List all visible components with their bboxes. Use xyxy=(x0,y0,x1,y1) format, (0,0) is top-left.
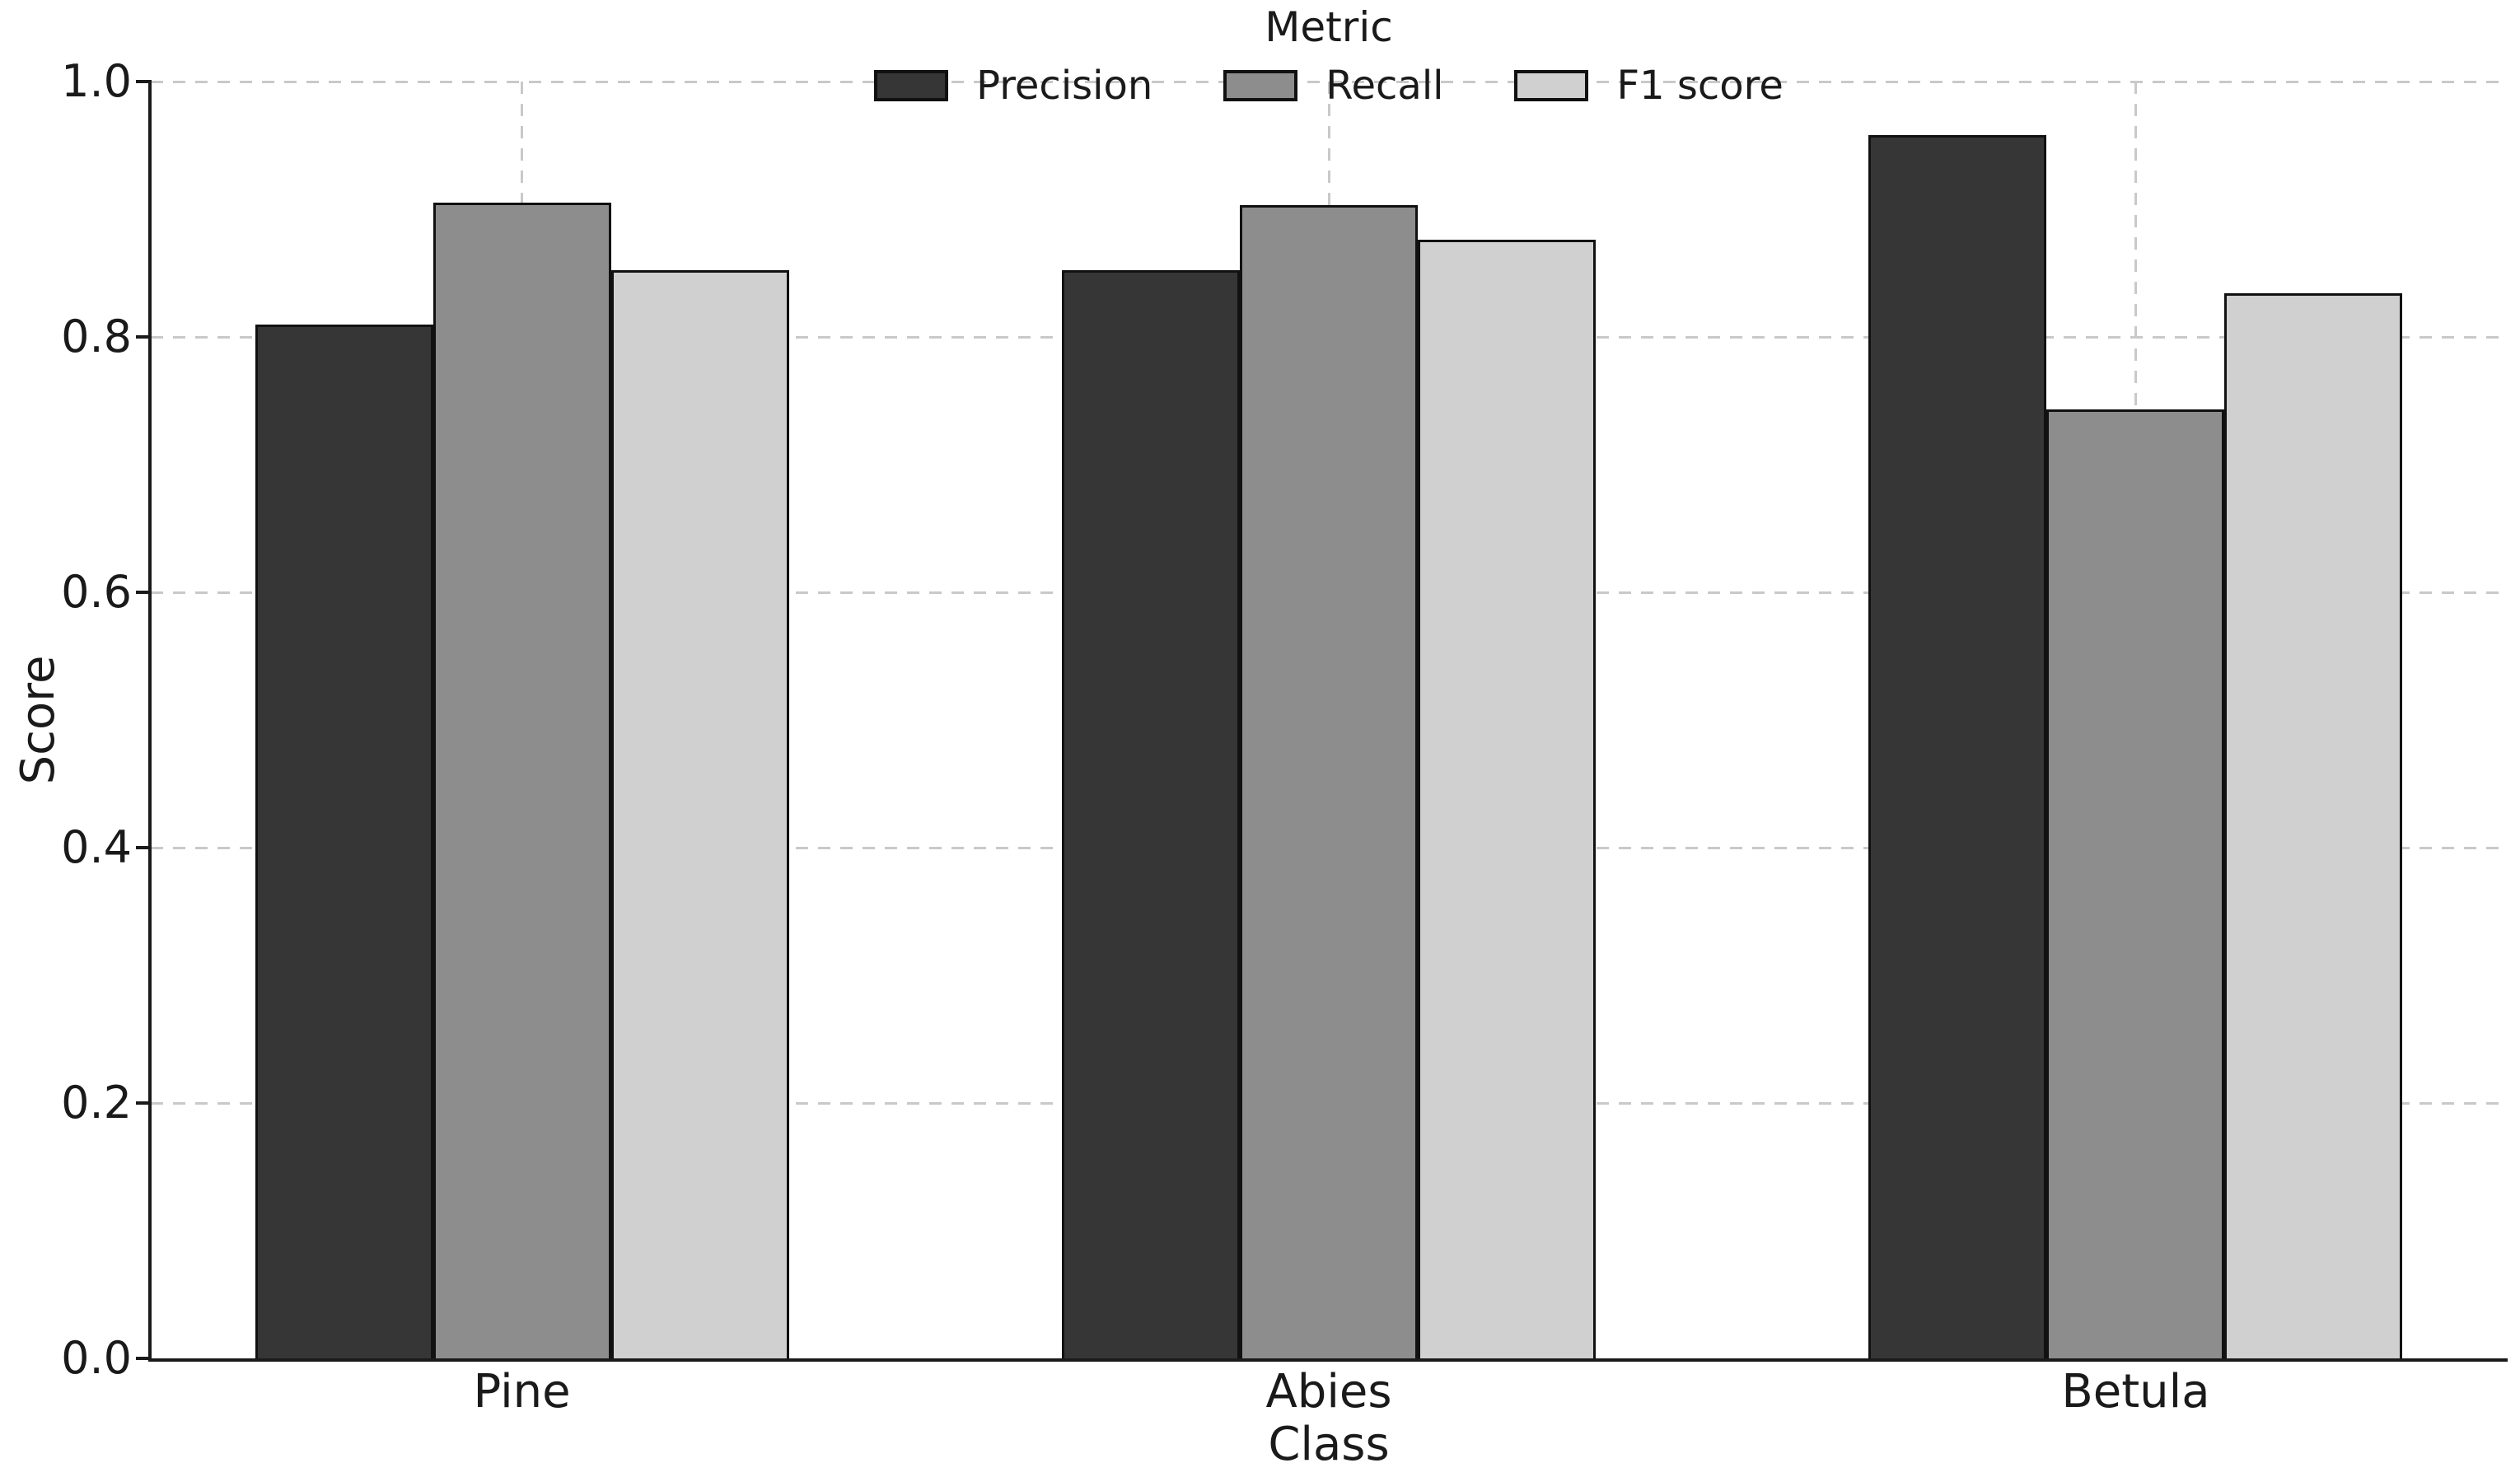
bar-pine-recall xyxy=(432,203,611,1361)
y-tick-mark xyxy=(136,591,149,594)
legend-item-precision: Precision xyxy=(874,66,1152,105)
legend-label: Precision xyxy=(976,63,1153,109)
y-axis-title: Score xyxy=(12,655,65,785)
precision-swatch-icon xyxy=(874,70,949,101)
y-tick-mark xyxy=(136,80,149,83)
y-tick-label: 0.2 xyxy=(61,1077,132,1129)
legend-item-recall: Recall xyxy=(1223,66,1443,105)
legend-item-f1-score: F1 score xyxy=(1514,63,1784,109)
y-tick-mark xyxy=(136,1101,149,1105)
legend-row: Precision Recall F1 score xyxy=(874,66,1784,105)
recall-swatch-icon xyxy=(1223,70,1298,101)
x-axis-title: Class xyxy=(1268,1418,1390,1471)
bar-betula-recall xyxy=(2046,409,2225,1361)
y-tick-mark xyxy=(136,846,149,849)
x-tick-label-abies: Abies xyxy=(1265,1365,1392,1419)
y-tick-label: 0.8 xyxy=(61,311,132,362)
bar-pine-precision xyxy=(255,324,433,1361)
y-tick-label: 0.0 xyxy=(61,1332,132,1384)
y-tick-mark xyxy=(136,1357,149,1360)
f1-score-swatch-icon xyxy=(1514,70,1589,101)
bar-abies-recall xyxy=(1240,205,1418,1361)
y-tick-mark xyxy=(136,335,149,339)
legend: Metric Precision Recall F1 score xyxy=(151,0,2507,105)
x-tick-label-pine: Pine xyxy=(473,1365,571,1419)
legend-label: F1 score xyxy=(1616,63,1784,109)
y-tick-label: 1.0 xyxy=(61,55,132,107)
legend-title: Metric xyxy=(1265,3,1393,51)
x-tick-label-betula: Betula xyxy=(2061,1365,2210,1419)
bar-betula-f1-score xyxy=(2224,293,2403,1361)
bar-betula-precision xyxy=(1868,135,2047,1361)
bar-abies-precision xyxy=(1062,270,1240,1361)
y-tick-label: 0.4 xyxy=(61,821,132,873)
y-tick-label: 0.6 xyxy=(61,566,132,618)
legend-label: Recall xyxy=(1325,63,1444,109)
bar-pine-f1-score xyxy=(610,270,789,1361)
bar-abies-f1-score xyxy=(1418,240,1596,1361)
y-axis-spine xyxy=(148,80,152,1362)
x-axis-spine xyxy=(148,1358,2508,1362)
